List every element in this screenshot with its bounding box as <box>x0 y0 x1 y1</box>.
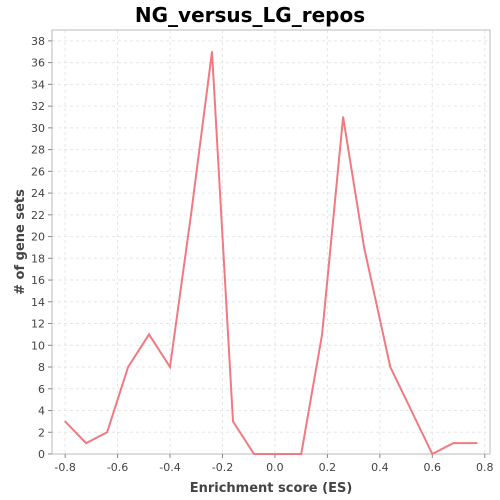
y-tick-label: 32 <box>31 100 45 113</box>
data-point <box>190 214 192 216</box>
x-tick-label: 0.8 <box>476 461 494 474</box>
data-point <box>431 453 434 455</box>
y-tick-label: 34 <box>31 78 45 91</box>
y-tick-label: 6 <box>38 383 45 396</box>
y-tick-label: 14 <box>31 296 45 309</box>
y-tick-label: 8 <box>38 361 45 374</box>
y-tick-label: 26 <box>31 165 45 178</box>
data-point <box>253 453 255 455</box>
data-point <box>452 442 455 444</box>
y-axis-label: # of gene sets <box>13 189 28 295</box>
data-point <box>342 116 344 118</box>
x-tick-label: 0.2 <box>319 461 337 474</box>
data-point <box>389 366 392 368</box>
data-point <box>64 420 66 423</box>
data-point <box>274 453 276 455</box>
y-tick-label: 24 <box>31 187 45 200</box>
x-tick-label: -0.8 <box>54 461 75 474</box>
x-tick-label: -0.6 <box>107 461 128 474</box>
data-point <box>232 420 234 423</box>
data-point <box>106 431 108 434</box>
y-tick-label: 20 <box>31 231 45 244</box>
chart-title: NG_versus_LG_repos <box>135 3 365 27</box>
series-line <box>64 51 477 456</box>
x-tick-label: -0.2 <box>212 461 233 474</box>
data-point <box>127 366 129 368</box>
data-point <box>321 333 323 336</box>
y-tick-label: 18 <box>31 252 45 265</box>
data-point <box>410 409 413 412</box>
y-tick-label: 2 <box>38 426 45 439</box>
x-tick-label: 0.0 <box>266 461 284 474</box>
x-tick-label: 0.4 <box>371 461 389 474</box>
data-point <box>211 50 213 53</box>
grid <box>52 30 490 455</box>
x-tick-label: 0.6 <box>424 461 442 474</box>
y-tick-label: 22 <box>31 209 45 222</box>
data-point <box>476 442 478 444</box>
y-tick-label: 4 <box>38 405 45 418</box>
x-tick-label: -0.4 <box>159 461 180 474</box>
y-tick-label: 0 <box>38 448 45 461</box>
series <box>64 50 478 456</box>
y-tick-label: 30 <box>31 122 45 135</box>
axes: 02468101214161820222426283032343638-0.8-… <box>31 35 494 474</box>
data-point <box>300 453 302 455</box>
data-point <box>148 333 150 336</box>
y-tick-label: 28 <box>31 144 45 157</box>
y-tick-label: 12 <box>31 318 45 331</box>
y-tick-label: 38 <box>31 35 45 48</box>
data-point <box>85 442 87 444</box>
y-tick-label: 10 <box>31 339 45 352</box>
data-point <box>169 366 171 368</box>
y-tick-label: 16 <box>31 274 45 287</box>
data-point <box>363 246 365 249</box>
x-axis-label: Enrichment score (ES) <box>190 481 353 496</box>
y-tick-label: 36 <box>31 57 45 70</box>
